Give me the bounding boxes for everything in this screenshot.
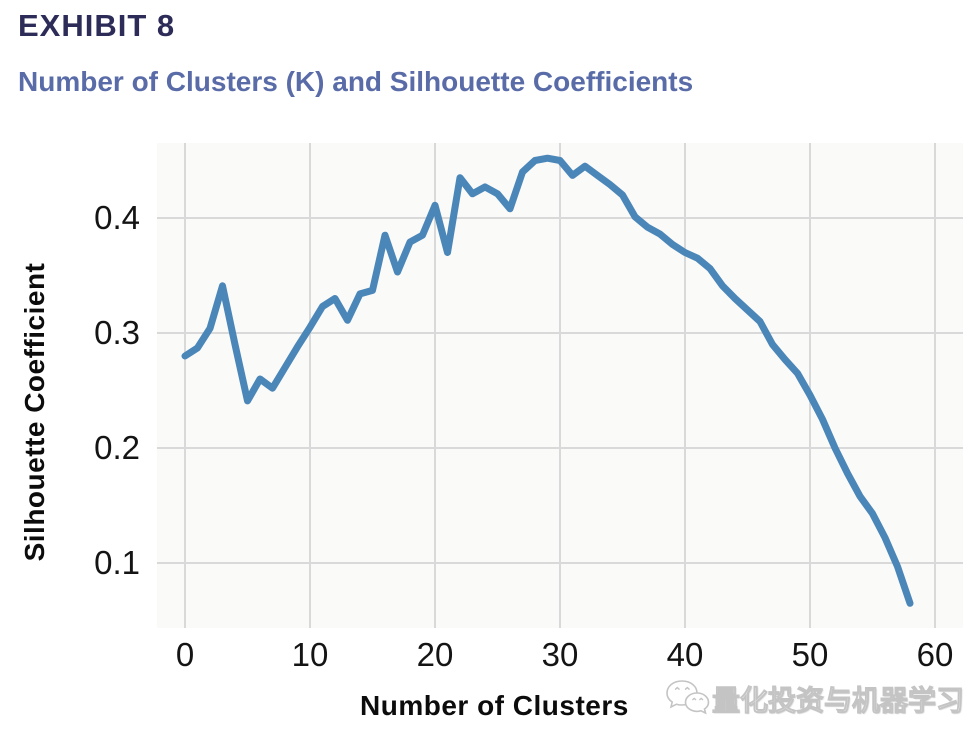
x-tick-label: 20 [416,636,454,673]
x-tick-label: 10 [291,636,329,673]
watermark: 量化投资与机器学习 [664,678,965,720]
exhibit-title: EXHIBIT 8 [18,8,176,43]
x-tick-label: 40 [666,636,704,673]
x-tick-label: 30 [541,636,579,673]
x-tick-label: 50 [791,636,829,673]
x-tick-label: 0 [175,636,195,673]
y-tick-label: 0.3 [94,313,140,351]
plot-area [157,143,963,628]
x-axis-label: Number of Clusters [360,690,629,721]
silhouette-coefficient-line [181,154,914,607]
y-tick-label: 0.4 [94,198,140,236]
watermark-text: 量化投资与机器学习 [711,685,965,717]
y-tick-label: 0.2 [94,429,140,466]
y-axis-label: Silhouette Coefficient [19,262,50,562]
y-tick-label: 0.1 [94,544,140,582]
chart-title: Number of Clusters (K) and Silhouette Co… [18,66,694,97]
wechat-chat-bubbles-icon [666,680,710,715]
x-tick-label: 60 [916,636,954,673]
gridlines [157,143,963,628]
